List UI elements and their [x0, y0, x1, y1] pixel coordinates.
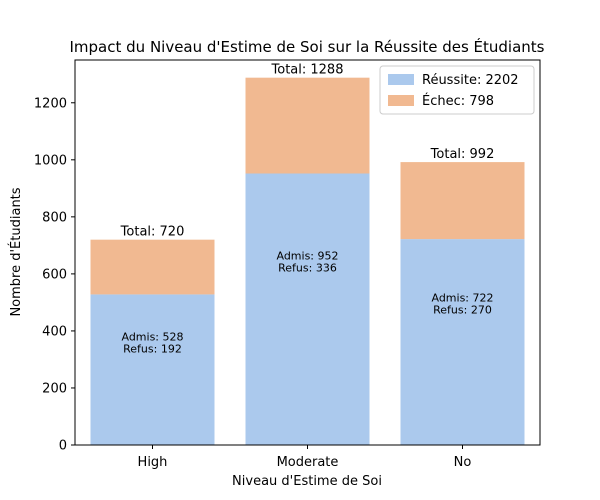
x-axis: High Moderate No [138, 445, 472, 470]
legend-label-echec: Échec: 798 [422, 93, 494, 109]
total-label-moderate: Total: 1288 [271, 63, 344, 78]
x-tick-label-high: High [138, 455, 168, 470]
y-tick-label: 400 [42, 324, 67, 339]
y-tick-label: 0 [59, 439, 67, 454]
legend-swatch-reussite [388, 74, 414, 85]
y-tick-label: 800 [42, 210, 67, 225]
y-axis-label: Nombre d'Étudiants [8, 187, 24, 316]
y-tick-label: 1200 [34, 96, 67, 111]
admis-label-high: Admis: 528 [121, 330, 183, 343]
refus-label-high: Refus: 192 [123, 342, 182, 355]
legend-label-reussite: Réussite: 2202 [422, 73, 519, 88]
y-tick-label: 600 [42, 267, 67, 282]
legend: Réussite: 2202 Échec: 798 [379, 65, 535, 115]
bar-reussite-high [90, 294, 215, 445]
bar-echec-no [400, 162, 525, 240]
y-axis: 0 200 400 600 800 1000 1200 [34, 96, 75, 454]
y-tick-label: 1000 [34, 153, 67, 168]
x-axis-label: Niveau d'Estime de Soi [232, 474, 382, 489]
admis-label-no: Admis: 722 [431, 292, 493, 305]
total-label-high: Total: 720 [120, 225, 185, 240]
y-tick-label: 200 [42, 381, 67, 396]
total-label-no: Total: 992 [430, 147, 495, 162]
bar-reussite-moderate [245, 173, 370, 445]
bar-echec-moderate [245, 77, 370, 174]
chart-title: Impact du Niveau d'Estime de Soi sur la … [70, 37, 545, 56]
admis-label-moderate: Admis: 952 [276, 249, 338, 262]
bar-reussite-no [400, 239, 525, 445]
legend-box [379, 65, 535, 115]
refus-label-no: Refus: 270 [433, 304, 492, 317]
x-tick-label-moderate: Moderate [277, 455, 339, 470]
x-tick-label-no: No [454, 455, 472, 470]
legend-swatch-echec [388, 95, 414, 106]
refus-label-moderate: Refus: 336 [278, 261, 337, 274]
bar-echec-high [90, 239, 215, 295]
